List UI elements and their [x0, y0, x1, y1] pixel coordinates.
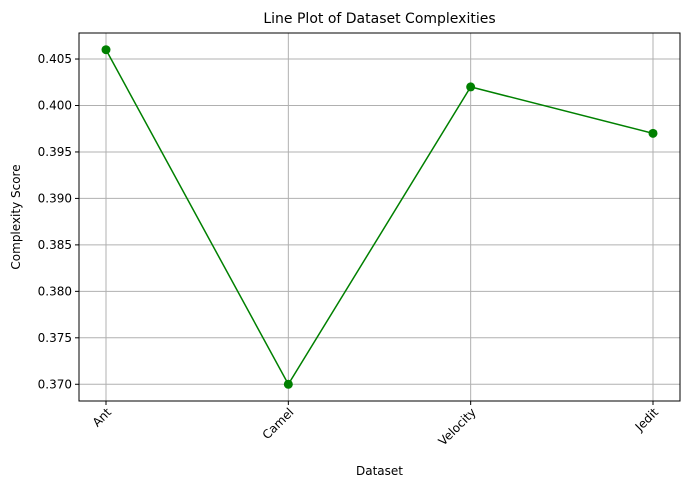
- grid: [79, 33, 680, 401]
- series-line: [105, 49, 654, 386]
- data-point: [466, 82, 476, 92]
- y-tick-label: 0.395: [38, 145, 72, 159]
- x-axis-label: Dataset: [356, 464, 403, 478]
- y-axis-ticks: 0.370 0.375 0.380 0.385 0.390 0.395 0.400 0.405: [38, 52, 79, 391]
- data-point: [648, 128, 658, 138]
- chart-title: Line Plot of Dataset Complexities: [263, 11, 495, 27]
- x-tick-label: Camel: [260, 405, 297, 442]
- x-tick-label: Velocity: [436, 405, 479, 448]
- series-layer: [101, 45, 658, 389]
- y-tick-label: 0.390: [38, 191, 72, 205]
- y-tick-label: 0.405: [38, 52, 72, 66]
- y-tick-label: 0.385: [38, 238, 72, 252]
- x-axis-ticks: Ant Camel Velocity Jedit: [90, 401, 662, 448]
- x-tick-label: Jedit: [632, 405, 662, 435]
- y-tick-label: 0.380: [38, 284, 72, 298]
- plot-frame: [78, 32, 681, 402]
- y-tick-label: 0.375: [38, 331, 72, 345]
- y-axis-label: Complexity Score: [9, 164, 23, 269]
- y-tick-label: 0.370: [38, 377, 72, 391]
- y-tick-label: 0.400: [38, 98, 72, 112]
- data-point: [283, 379, 293, 389]
- data-point: [101, 45, 111, 55]
- x-tick-label: Ant: [90, 405, 115, 430]
